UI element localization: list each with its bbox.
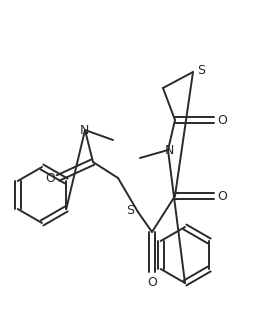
Text: S: S (197, 64, 205, 76)
Text: S: S (126, 203, 134, 217)
Text: O: O (217, 189, 227, 202)
Text: O: O (45, 172, 55, 184)
Text: O: O (147, 275, 157, 289)
Text: N: N (79, 124, 89, 137)
Text: O: O (217, 114, 227, 126)
Text: N: N (164, 144, 174, 157)
